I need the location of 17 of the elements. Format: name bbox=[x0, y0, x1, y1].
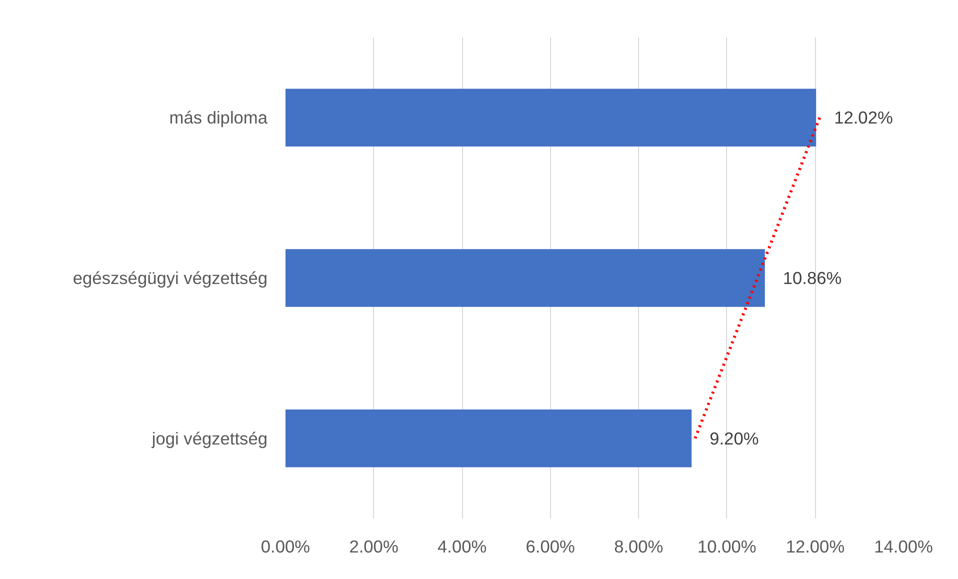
bar bbox=[286, 88, 816, 147]
bar bbox=[286, 409, 692, 468]
x-tick-label: 14.00% bbox=[874, 536, 933, 556]
x-tick-label: 6.00% bbox=[526, 536, 575, 556]
data-label: 12.02% bbox=[834, 108, 893, 128]
x-tick-label: 8.00% bbox=[614, 536, 664, 556]
bar bbox=[286, 249, 765, 307]
x-tick-label: 4.00% bbox=[438, 536, 487, 556]
data-label: 9.20% bbox=[710, 428, 759, 448]
data-label: 10.86% bbox=[782, 268, 842, 288]
x-tick-label: 0.00% bbox=[260, 536, 310, 556]
x-tick-label: 10.00% bbox=[698, 536, 756, 556]
x-tick-label: 2.00% bbox=[349, 536, 398, 556]
y-tick-label: jogi végzettség bbox=[150, 428, 268, 448]
x-tick-label: 12.00% bbox=[786, 536, 845, 556]
y-tick-label: más diploma bbox=[169, 108, 268, 128]
y-tick-label: egészségügyi végzettség bbox=[72, 268, 268, 288]
